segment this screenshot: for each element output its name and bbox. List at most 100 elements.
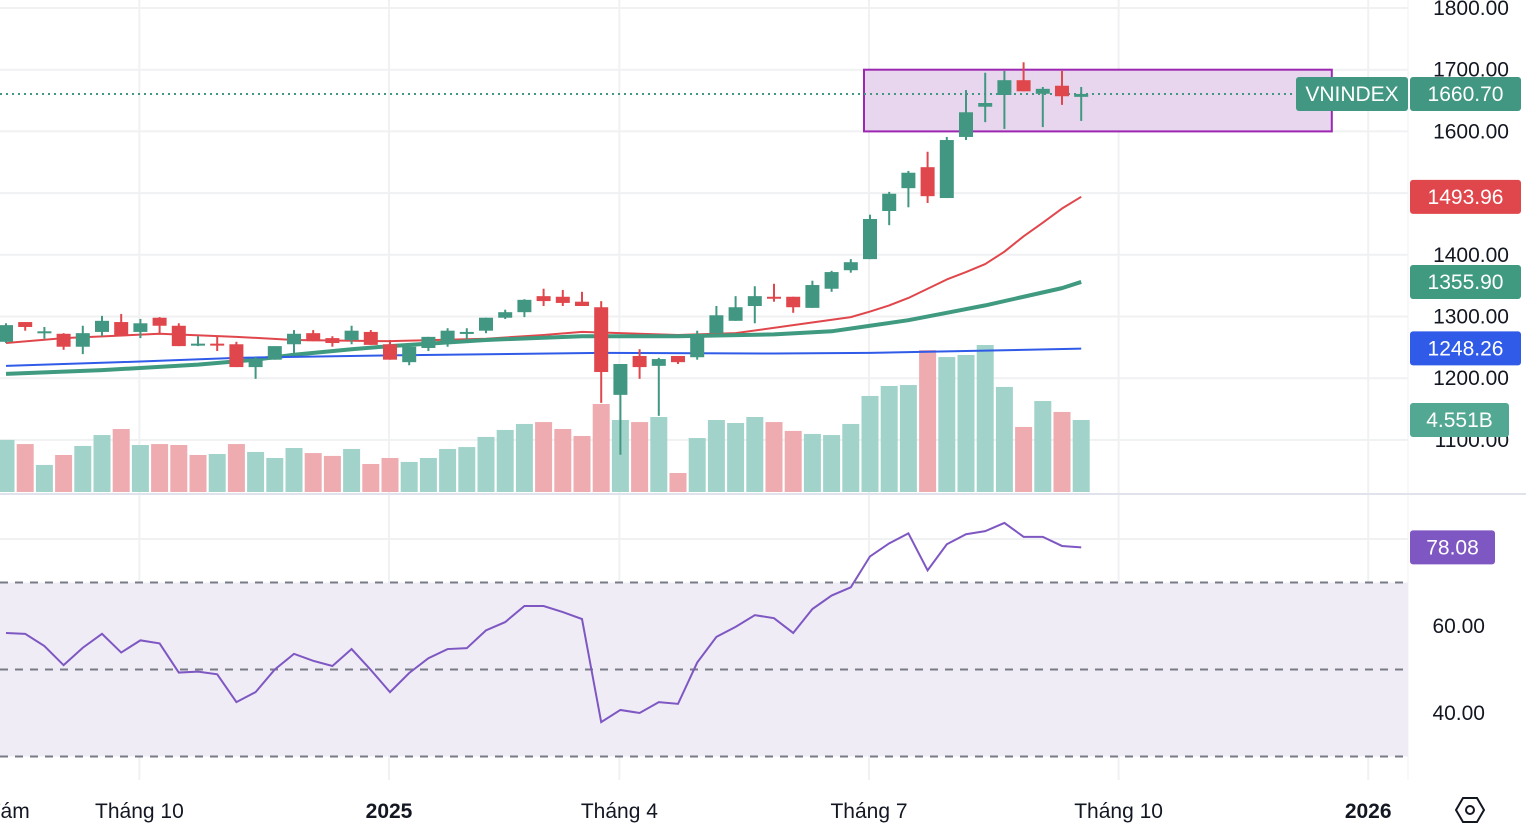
candle-body <box>671 355 685 363</box>
volume-bar <box>1053 411 1071 492</box>
volume-bar <box>189 454 207 492</box>
candle-body <box>747 296 762 307</box>
candle[interactable] <box>517 299 532 318</box>
volume-bar <box>362 463 380 492</box>
candle[interactable] <box>536 288 551 307</box>
zone-rectangle[interactable] <box>863 68 1333 133</box>
candle[interactable] <box>18 322 33 331</box>
candle[interactable] <box>152 317 167 334</box>
rsi-badge-text: 78.08 <box>1426 536 1479 559</box>
volume-badge: 4.551B <box>1410 402 1509 437</box>
candle-body <box>0 325 13 342</box>
candle[interactable] <box>901 170 916 208</box>
candle[interactable] <box>363 330 378 345</box>
candle[interactable] <box>824 270 839 292</box>
candle[interactable] <box>555 289 570 307</box>
candle[interactable] <box>440 328 455 347</box>
volume-bar <box>458 447 476 492</box>
candle[interactable] <box>728 296 743 321</box>
volume-badge-background <box>1410 402 1509 437</box>
candle[interactable] <box>133 318 148 339</box>
candle[interactable] <box>997 70 1012 129</box>
candle-body <box>152 317 167 326</box>
ma-long-badge: 1248.26 <box>1410 331 1521 366</box>
candle-body <box>191 343 205 346</box>
candle[interactable] <box>767 283 781 302</box>
candle-body <box>939 140 954 199</box>
candle-body <box>805 285 820 308</box>
candle[interactable] <box>920 151 935 203</box>
candle[interactable] <box>1074 86 1089 121</box>
candle[interactable] <box>632 349 647 379</box>
time-tick-label: 2026 <box>1345 800 1392 823</box>
candle[interactable] <box>863 214 877 260</box>
candle[interactable] <box>0 323 13 344</box>
candle[interactable] <box>671 355 685 365</box>
candle[interactable] <box>325 336 340 347</box>
candle[interactable] <box>37 326 52 339</box>
candle[interactable] <box>613 364 628 455</box>
candle-body <box>56 333 71 347</box>
candle[interactable] <box>114 314 129 336</box>
candle[interactable] <box>709 306 724 334</box>
candle[interactable] <box>594 301 609 403</box>
candle[interactable] <box>1035 86 1050 128</box>
volume-bar <box>554 429 572 492</box>
candle[interactable] <box>978 72 993 123</box>
candle[interactable] <box>479 317 493 334</box>
candle[interactable] <box>939 136 954 199</box>
chart-settings-icon[interactable] <box>1454 797 1486 823</box>
candle[interactable] <box>882 191 897 226</box>
candle[interactable] <box>56 333 71 350</box>
volume-bar <box>381 457 399 492</box>
candles[interactable] <box>0 62 1089 455</box>
candle[interactable] <box>210 336 225 352</box>
volume-bar <box>592 404 610 492</box>
candle-body <box>171 325 186 347</box>
candle[interactable] <box>267 346 282 360</box>
price-axis[interactable]: 1800.00 1700.00 1600.00 1400.00 1300.00 1200.… <box>1432 0 1509 725</box>
volume-bar <box>573 435 591 492</box>
candle[interactable] <box>229 341 244 368</box>
price-tick-label: 1200.00 <box>1433 367 1509 390</box>
candle[interactable] <box>575 291 589 307</box>
candle[interactable] <box>459 328 474 339</box>
candle[interactable] <box>690 330 705 360</box>
candle[interactable] <box>171 323 186 347</box>
candle[interactable] <box>651 357 666 416</box>
candle[interactable] <box>959 90 973 141</box>
volume-bar <box>650 417 668 492</box>
rsi-badge-background <box>1410 530 1495 565</box>
candle[interactable] <box>747 286 762 324</box>
candle[interactable] <box>383 339 397 360</box>
candle[interactable] <box>287 330 301 355</box>
volume-bar <box>823 435 841 492</box>
candle[interactable] <box>498 309 513 319</box>
candle[interactable] <box>843 259 858 273</box>
candle[interactable] <box>344 325 359 345</box>
price-zone-rectangle[interactable] <box>0 68 1333 133</box>
time-tick-label: Tháng 10 <box>95 800 184 823</box>
candle[interactable] <box>75 325 90 355</box>
candle-body <box>18 322 33 327</box>
rsi-line-path <box>5 521 1082 724</box>
candle[interactable] <box>805 280 820 308</box>
candle[interactable] <box>421 336 436 352</box>
candle[interactable] <box>306 330 321 342</box>
candle-body <box>901 172 916 189</box>
volume-bar <box>1072 419 1090 492</box>
candle[interactable] <box>1055 70 1069 105</box>
last-price-badge-background <box>1410 76 1521 111</box>
candle[interactable] <box>191 336 205 347</box>
time-axis[interactable]: Tháng Tám Tháng 10 2025 Tháng 4 Tháng 7 Tháng… <box>0 800 1392 823</box>
candle[interactable] <box>402 346 417 366</box>
volume-bar <box>899 385 917 492</box>
candle[interactable] <box>248 357 263 379</box>
candle[interactable] <box>1016 62 1031 92</box>
candle-body <box>824 272 839 289</box>
rsi-tick-label: 60.00 <box>1432 615 1485 638</box>
candle[interactable] <box>95 315 109 337</box>
candle[interactable] <box>786 296 801 313</box>
volume-bar <box>419 457 437 492</box>
